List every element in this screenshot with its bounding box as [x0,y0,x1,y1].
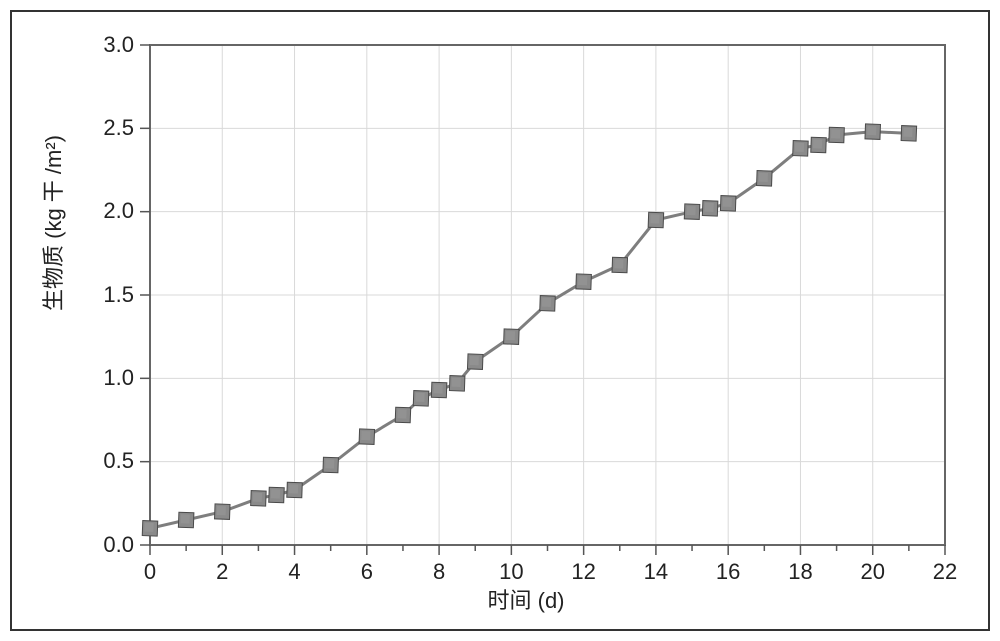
x-tick-label: 14 [638,559,674,585]
chart-svg [150,45,945,545]
plot-area [150,45,945,545]
x-tick-label: 0 [132,559,168,585]
y-tick-label: 2.5 [103,115,134,141]
x-tick-label: 8 [421,559,457,585]
x-tick-label: 18 [782,559,818,585]
x-tick-label: 2 [204,559,240,585]
x-tick-label: 20 [855,559,891,585]
x-axis-title: 时间 (d) [488,583,565,615]
y-tick-label: 3.0 [103,32,134,58]
y-tick-label: 2.0 [103,198,134,224]
x-tick-label: 6 [349,559,385,585]
x-tick-label: 22 [927,559,963,585]
y-tick-label: 0.5 [103,448,134,474]
x-tick-label: 10 [493,559,529,585]
y-tick-label: 1.5 [103,282,134,308]
x-tick-label: 16 [710,559,746,585]
x-tick-label: 4 [277,559,313,585]
x-tick-label: 12 [566,559,602,585]
y-tick-label: 1.0 [103,365,134,391]
y-tick-label: 0.0 [103,532,134,558]
y-axis-title: 生物质 (kg 干 /m²) [36,287,68,311]
